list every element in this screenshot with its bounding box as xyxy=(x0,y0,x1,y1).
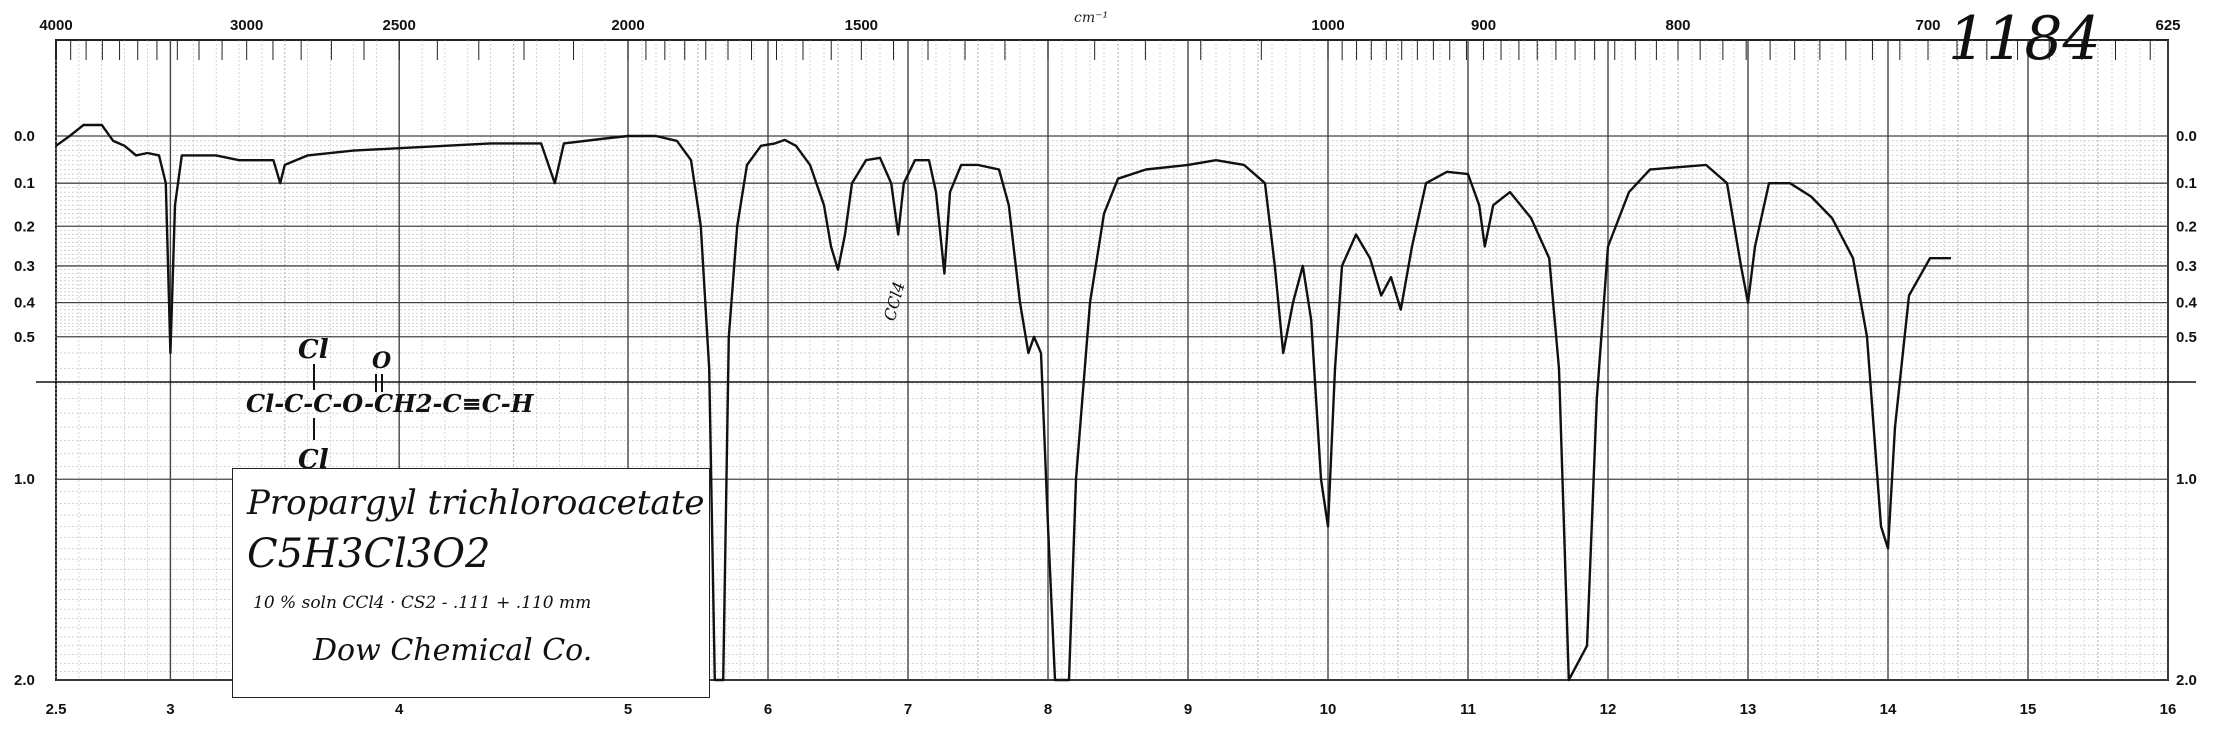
x-tick-label: 4 xyxy=(395,701,404,718)
x-tick-label: 6 xyxy=(764,701,772,718)
bottom-axis-ticks: 2.5 3 4 5 6 7 8 9 10 11 12 13 14 15 16 xyxy=(46,701,2177,718)
compound-name: Propargyl trichloroacetate xyxy=(247,483,705,523)
y-tick-label-right: 0.2 xyxy=(2176,218,2197,235)
x-tick-label: 14 xyxy=(1880,701,1897,718)
y-tick-label-right: 0.0 xyxy=(2176,128,2197,145)
structure-main-chain: Cl-C-C-O-CH2-C≡C-H xyxy=(246,389,535,418)
x-tick-label: 13 xyxy=(1740,701,1757,718)
y-tick-label-left: 0.4 xyxy=(14,295,36,312)
top-tick-label: 800 xyxy=(1665,17,1690,34)
top-tick-label: 1500 xyxy=(845,17,878,34)
sample-label-card: Propargyl trichloroacetate C5H3Cl3O2 10 … xyxy=(232,468,710,698)
x-tick-label: 11 xyxy=(1460,701,1476,718)
molecular-formula: C5H3Cl3O2 xyxy=(247,531,491,577)
x-tick-label: 12 xyxy=(1600,701,1617,718)
sample-source: Dow Chemical Co. xyxy=(313,633,593,668)
y-tick-label-left: 2.0 xyxy=(14,672,35,689)
x-tick-label: 3 xyxy=(166,701,174,718)
y-tick-label-left: 0.3 xyxy=(14,258,35,275)
y-tick-label-left: 0.0 xyxy=(14,128,35,145)
top-tick-label: 900 xyxy=(1471,17,1496,34)
y-tick-label-left: 0.5 xyxy=(14,329,35,346)
y-tick-label-right: 0.5 xyxy=(2176,329,2197,346)
x-tick-label: 2.5 xyxy=(46,701,67,718)
top-tick-label: 2000 xyxy=(611,17,644,34)
y-axis-ticks: 0.0 0.0 0.1 0.1 0.2 0.2 0.3 0.3 0.4 0.4 0.5 0.5 1.0 1… xyxy=(14,128,2198,689)
y-tick-label-left: 0.2 xyxy=(14,218,35,235)
structure-top-cl: Cl xyxy=(298,335,329,365)
x-tick-label: 8 xyxy=(1044,701,1052,718)
top-tick-label: 1000 xyxy=(1311,17,1344,34)
y-tick-label-left: 1.0 xyxy=(14,471,35,488)
absorbance-trace xyxy=(55,123,1951,682)
structure-carbonyl-o: O xyxy=(372,348,391,374)
y-tick-label-right: 0.4 xyxy=(2176,295,2198,312)
x-tick-label: 16 xyxy=(2160,701,2177,718)
x-tick-label: 5 xyxy=(624,701,632,718)
top-axis-unit: cm⁻¹ xyxy=(1074,10,1109,26)
spectrum-id: 1184 xyxy=(1948,4,2101,74)
chemical-structure: Cl O Cl-C-C-O-CH2-C≡C-H Cl xyxy=(246,335,535,475)
y-tick-label-left: 0.1 xyxy=(14,175,35,192)
top-axis-ticks: 4000 3000 2500 2000 1500 1000 900 800 700 625 xyxy=(39,17,2181,60)
top-tick-label: 3000 xyxy=(230,17,263,34)
y-tick-label-right: 0.1 xyxy=(2176,175,2197,192)
x-tick-label: 9 xyxy=(1184,701,1192,718)
top-tick-label: 625 xyxy=(2155,17,2180,34)
top-tick-label: 700 xyxy=(1915,17,1940,34)
x-tick-label: 10 xyxy=(1320,701,1337,718)
y-tick-label-right: 1.0 xyxy=(2176,471,2197,488)
top-tick-label: 4000 xyxy=(39,17,72,34)
y-tick-label-right: 2.0 xyxy=(2176,672,2197,689)
y-tick-label-right: 0.3 xyxy=(2176,258,2197,275)
solution-conditions: 10 % soln CCl4 · CS2 - .111 + .110 mm xyxy=(253,593,592,613)
top-tick-label: 2500 xyxy=(383,17,416,34)
x-tick-label: 7 xyxy=(904,701,912,718)
x-tick-label: 15 xyxy=(2020,701,2037,718)
